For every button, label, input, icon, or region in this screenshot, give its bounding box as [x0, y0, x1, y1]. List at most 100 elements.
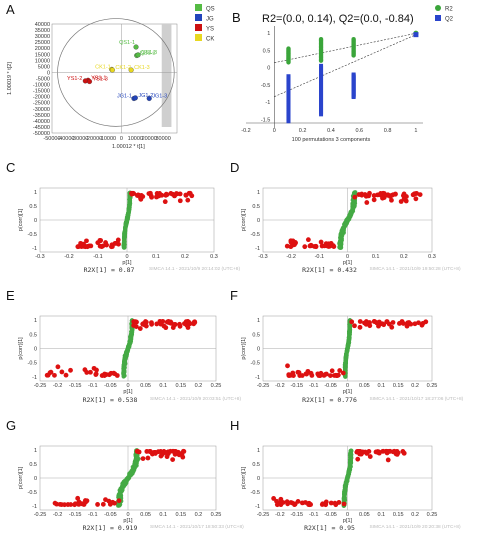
- variable-point-red: [363, 193, 369, 199]
- x-axis-label: p[1]: [343, 389, 353, 395]
- x-tick-label: 0: [120, 136, 123, 142]
- variable-point: [132, 461, 138, 466]
- panel-h: H -0.25 -0.2 -0.15 -0.1 -0.05 0 0.05 0.1 0.15 0.2 0…: [230, 418, 461, 532]
- x-tick-label: -0.1: [309, 512, 318, 518]
- variable-point: [121, 360, 127, 366]
- panel-a: A-50000-40000-30000-20000-10000 0 10000200…: [6, 2, 215, 150]
- variable-point: [120, 487, 125, 492]
- variable-point: [122, 482, 128, 487]
- x-tick-label: 0.05: [140, 512, 151, 518]
- variable-point-red: [302, 244, 308, 250]
- variable-point-red: [390, 320, 396, 325]
- variable-point-red: [109, 244, 114, 250]
- variable-point-red: [330, 243, 336, 249]
- variable-point-red: [299, 373, 305, 378]
- y-tick-label: -1: [265, 100, 270, 106]
- x-tick-label: 0: [273, 128, 276, 134]
- variable-point-red: [352, 323, 357, 329]
- x-axis-label: p[1]: [123, 389, 133, 395]
- y-tick-label: 25000: [35, 40, 50, 46]
- variable-point-red: [318, 239, 324, 245]
- x-tick-label: 0.2: [299, 128, 307, 134]
- score-point: [133, 44, 139, 50]
- x-tick-label: -0.2: [241, 128, 250, 134]
- score-point: [132, 95, 138, 101]
- variable-point-red: [326, 241, 332, 247]
- y-tick-label: -1: [32, 246, 37, 252]
- panel-label-f: F: [230, 288, 238, 303]
- variable-point-red: [395, 450, 401, 456]
- panel-label-a: A: [6, 2, 15, 17]
- variable-point: [338, 235, 343, 240]
- permutation-point: [286, 46, 291, 51]
- variable-point: [338, 245, 343, 250]
- variable-point-red: [112, 241, 118, 246]
- simca-footnote: SIMCA 14.1 - 2021/10/9 20:03:51 (UTC+8): [150, 396, 241, 402]
- variable-point: [347, 332, 352, 337]
- y-tick-label: 1: [34, 318, 37, 324]
- x-tick-label: -0.25: [257, 383, 270, 389]
- y-tick-label: -0.5: [251, 361, 260, 367]
- y-tick-label: -0.5: [28, 361, 37, 367]
- variable-point-red: [82, 498, 88, 503]
- variable-point: [343, 366, 348, 371]
- variable-point-red: [317, 373, 323, 379]
- r2x-footer: R2X[1] = 0.919: [83, 524, 138, 532]
- x-tick-label: 0: [126, 512, 129, 518]
- r2x-footer: R2X[1] = 0.538: [83, 396, 138, 404]
- variable-point-red: [68, 367, 73, 373]
- variable-point-red: [108, 500, 114, 506]
- variable-point-red: [337, 368, 343, 373]
- variable-point-red: [411, 191, 417, 197]
- variable-point-red: [177, 321, 182, 327]
- variable-point-red: [185, 197, 191, 203]
- permutation-point: [286, 74, 291, 79]
- panel-label-e: E: [6, 288, 15, 303]
- variable-point-red: [85, 244, 90, 250]
- regression-line: [274, 32, 416, 64]
- simca-footnote: SIMCA 14.1 - 2021/10/17 18:27:06 (UTC+8): [370, 396, 464, 402]
- variable-point-red: [381, 322, 387, 328]
- variable-point-red: [385, 457, 391, 463]
- variable-point: [347, 337, 352, 343]
- point-label: YS1-2: [67, 76, 82, 82]
- variable-point-red: [174, 191, 180, 197]
- variable-point-red: [398, 199, 404, 204]
- variable-point-red: [303, 371, 309, 377]
- variable-point: [122, 243, 127, 248]
- x-tick-label: 0.3: [428, 254, 436, 260]
- variable-point-red: [72, 502, 77, 508]
- point-label: QS1-1: [119, 40, 135, 46]
- variable-point-red: [278, 496, 284, 502]
- variable-point: [125, 218, 130, 224]
- variable-point-red: [187, 321, 193, 327]
- point-label: CK1-3: [134, 65, 150, 71]
- variable-point-red: [366, 448, 372, 454]
- variable-point-red: [374, 320, 380, 326]
- variable-point: [121, 239, 127, 244]
- variable-point-red: [163, 325, 169, 331]
- x-tick-label: 0.25: [427, 383, 438, 389]
- variable-point: [124, 478, 130, 483]
- variable-point-red: [84, 238, 89, 244]
- variable-point-red: [48, 369, 54, 375]
- x-axis-label: p[1]: [122, 260, 132, 266]
- variable-point-red: [367, 190, 372, 196]
- x-tick-label: 0.4: [327, 128, 335, 134]
- y-tick-label: -0.5: [251, 490, 260, 496]
- x-axis-label: p[1]: [343, 260, 353, 266]
- panel-label-d: D: [230, 160, 239, 175]
- variable-point-red: [378, 191, 384, 196]
- variable-point-red: [102, 373, 107, 379]
- variable-point-red: [274, 502, 280, 508]
- panel-label-c: C: [6, 160, 15, 175]
- x-tick-label: 0.05: [140, 383, 151, 389]
- variable-point: [126, 209, 132, 214]
- variable-point-red: [135, 193, 140, 198]
- variable-point-red: [406, 320, 412, 325]
- x-tick-label: -0.1: [88, 512, 97, 518]
- score-point: [109, 67, 115, 73]
- variable-point-red: [44, 372, 50, 378]
- y-tick-label: 1: [257, 318, 260, 324]
